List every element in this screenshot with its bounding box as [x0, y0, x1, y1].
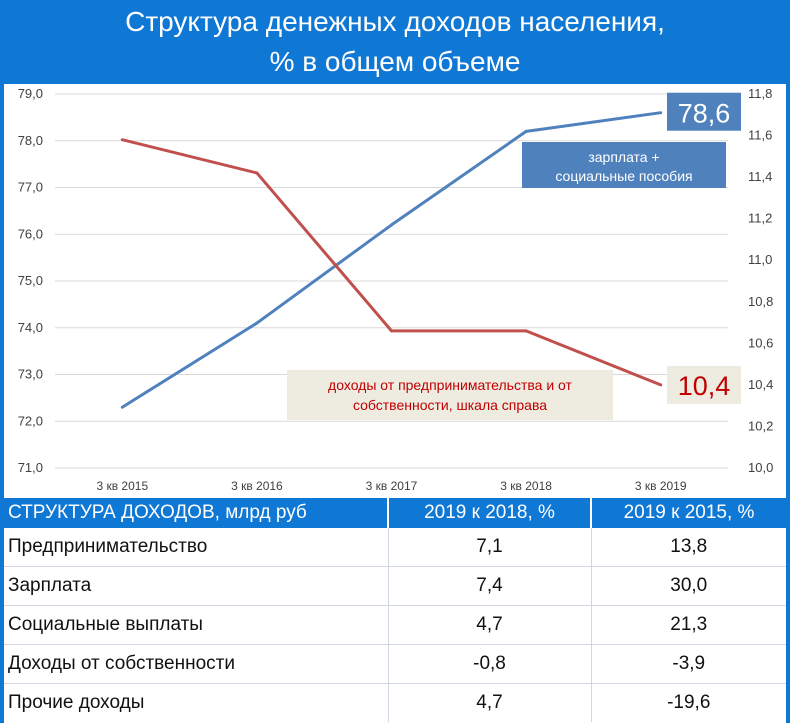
row-label: Доходы от собственности: [4, 644, 389, 684]
row-label: Зарплата: [4, 566, 389, 606]
x-tick-label: 3 кв 2018: [500, 479, 552, 493]
y-left-tick-label: 77,0: [18, 180, 43, 195]
y-right-tick-label: 11,8: [748, 86, 772, 101]
cell-2019-vs-2018: -0,8: [388, 644, 592, 684]
income-table: СТРУКТУРА ДОХОДОВ, млрд руб 2019 к 2018,…: [4, 498, 786, 722]
y-right-tick-label: 11,4: [748, 169, 772, 184]
y-right-tick-label: 11,2: [748, 211, 772, 226]
series-point-business: [524, 329, 528, 333]
income-structure-chart: 71,0 72,0 73,0 74,0 75,0 76,0 77,0 78,0 79,0 10,0…: [18, 86, 774, 493]
series-point-wages: [255, 321, 259, 325]
wage-annotation-box: [522, 142, 726, 188]
cell-2019-vs-2015: -3,9: [591, 644, 786, 684]
series-point-business: [390, 329, 393, 333]
y-left-tick-label: 75,0: [18, 273, 43, 288]
y-left-tick-label: 72,0: [18, 413, 43, 428]
y-left-tick-label: 78,0: [18, 133, 43, 148]
y-right-tick-label: 11,0: [748, 252, 772, 267]
business-annotation-line1: доходы от предпринимательства и от: [328, 377, 572, 393]
y-left-tick-label: 76,0: [18, 226, 43, 241]
wage-annotation-line1: зарплата +: [588, 149, 659, 165]
business-end-label-box: [667, 365, 741, 404]
table-row: Доходы от собственности -0,8 -3,9: [4, 644, 786, 684]
row-label: Прочие доходы: [4, 683, 389, 722]
table-row: Социальные выплаты 4,7 21,3: [4, 605, 786, 645]
business-annotation-box: [287, 370, 613, 420]
table-header-category: СТРУКТУРА ДОХОДОВ, млрд руб: [4, 498, 389, 528]
x-tick-label: 3 кв 2019: [635, 479, 687, 493]
series-point-business: [120, 138, 124, 142]
cell-2019-vs-2018: 7,4: [388, 566, 592, 606]
y-right-tick-label: 10,0: [748, 460, 773, 475]
x-tick-label: 3 кв 2015: [96, 479, 148, 493]
cell-2019-vs-2015: 13,8: [591, 528, 786, 567]
table-header-row: СТРУКТУРА ДОХОДОВ, млрд руб 2019 к 2018,…: [4, 498, 786, 528]
x-tick-label: 3 кв 2016: [231, 479, 283, 493]
series-point-wages: [120, 405, 124, 409]
table-row: Прочие доходы 4,7 -19,6: [4, 683, 786, 722]
page-title: Структура денежных доходов населения,: [125, 6, 665, 37]
wage-end-label: 78,6: [678, 99, 731, 129]
cell-2019-vs-2015: 30,0: [591, 566, 786, 606]
series-point-wages: [524, 129, 528, 133]
wage-annotation-line2: социальные пособия: [555, 168, 692, 184]
series-point-business: [255, 171, 259, 175]
left-border: [0, 84, 4, 723]
row-label: Предпринимательство: [4, 528, 389, 567]
cell-2019-vs-2015: 21,3: [591, 605, 786, 645]
cell-2019-vs-2018: 4,7: [388, 605, 592, 645]
y-right-tick-label: 10,2: [748, 418, 773, 433]
table-header-2019-vs-2018: 2019 к 2018, %: [388, 498, 592, 528]
y-left-tick-label: 79,0: [18, 86, 43, 101]
title-banner: Структура денежных доходов населения, % …: [0, 0, 790, 84]
table-row: Предпринимательство 7,1 13,8: [4, 528, 786, 567]
series-point-wages: [390, 223, 393, 227]
x-tick-label: 3 кв 2017: [366, 479, 418, 493]
y-left-tick-label: 74,0: [18, 320, 43, 335]
business-annotation-line2: собственности, шкала справа: [353, 397, 547, 413]
business-end-label: 10,4: [678, 371, 731, 401]
series-point-business: [659, 383, 663, 387]
row-label: Социальные выплаты: [4, 605, 389, 645]
y-right-tick-label: 10,6: [748, 335, 773, 350]
y-right-tick-label: 10,4: [748, 377, 773, 392]
cell-2019-vs-2015: -19,6: [667, 692, 711, 713]
page-subtitle: % в общем объеме: [269, 46, 521, 77]
y-left-tick-label: 71,0: [18, 460, 43, 475]
wage-end-label-box: [667, 92, 741, 131]
cell-2019-vs-2018: 7,1: [388, 528, 592, 567]
cell-2019-vs-2018: 4,7: [388, 683, 592, 722]
table-row: Зарплата 7,4 30,0: [4, 566, 786, 606]
y-left-tick-label: 73,0: [18, 367, 43, 382]
right-border: [786, 84, 790, 723]
series-point-wages: [659, 111, 663, 115]
table-header-2019-vs-2015: 2019 к 2015, %: [591, 498, 786, 528]
y-right-tick-label: 10,8: [748, 294, 773, 309]
y-right-tick-label: 11,6: [748, 128, 772, 143]
